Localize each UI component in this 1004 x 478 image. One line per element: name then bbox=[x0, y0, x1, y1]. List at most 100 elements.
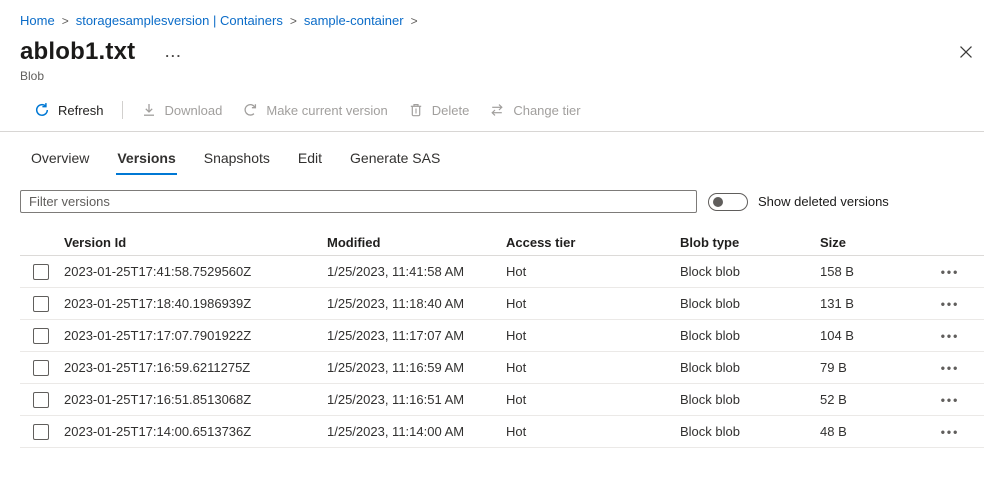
make-current-version-label: Make current version bbox=[266, 102, 388, 118]
column-header-modified[interactable]: Modified bbox=[327, 235, 381, 250]
column-header-version-id[interactable]: Version Id bbox=[64, 235, 127, 250]
cell-access-tier: Hot bbox=[506, 296, 527, 311]
tab-snapshots[interactable]: Snapshots bbox=[203, 144, 271, 175]
row-checkbox-cell bbox=[20, 327, 64, 344]
cell-blob-type: Block blob bbox=[680, 264, 740, 279]
breadcrumb-home[interactable]: Home bbox=[20, 13, 55, 28]
close-button[interactable] bbox=[956, 42, 976, 62]
cell-blob-type: Block blob bbox=[680, 424, 740, 439]
page-title: ablob1.txt bbox=[20, 38, 136, 65]
make-current-version-button[interactable]: Make current version bbox=[232, 98, 397, 122]
filter-versions-input[interactable] bbox=[20, 190, 697, 213]
show-deleted-versions-toggle[interactable] bbox=[708, 192, 748, 211]
title-row: ablob1.txt ... bbox=[20, 38, 984, 66]
refresh-label: Refresh bbox=[58, 102, 104, 118]
tab-label: Overview bbox=[31, 150, 90, 166]
cell-size: 48 B bbox=[820, 424, 847, 439]
show-deleted-versions-label: Show deleted versions bbox=[758, 194, 889, 209]
delete-label: Delete bbox=[431, 102, 470, 118]
download-label: Download bbox=[164, 102, 223, 118]
cell-size: 104 B bbox=[820, 328, 854, 343]
delete-button[interactable]: Delete bbox=[398, 98, 480, 122]
cell-access-tier: Hot bbox=[506, 392, 527, 407]
cell-modified: 1/25/2023, 11:14:00 AM bbox=[327, 424, 465, 439]
toolbar: Refresh Download Make current version bbox=[0, 98, 984, 132]
cell-version-id[interactable]: 2023-01-25T17:18:40.1986939Z bbox=[64, 296, 252, 311]
column-header-access-tier[interactable]: Access tier bbox=[506, 235, 576, 250]
cell-access-tier: Hot bbox=[506, 360, 527, 375]
breadcrumb-sample-container[interactable]: sample-container bbox=[303, 13, 404, 28]
row-checkbox-cell bbox=[20, 263, 64, 280]
toggle-knob-icon bbox=[713, 196, 723, 207]
breadcrumb-storage-containers[interactable]: storagesamplesversion | Containers bbox=[75, 13, 283, 28]
row-menu-button[interactable]: ••• bbox=[940, 425, 960, 438]
change-tier-icon bbox=[491, 104, 503, 116]
column-header-size[interactable]: Size bbox=[820, 235, 847, 250]
table-row: 2023-01-25T17:16:51.8513068Z 1/25/2023, … bbox=[20, 384, 984, 416]
row-menu-button[interactable]: ••• bbox=[940, 361, 960, 374]
cell-version-id[interactable]: 2023-01-25T17:14:00.6513736Z bbox=[64, 424, 252, 439]
filter-row: Show deleted versions bbox=[0, 190, 1004, 213]
cell-size: 131 B bbox=[820, 296, 854, 311]
cell-version-id[interactable]: 2023-01-25T17:16:51.8513068Z bbox=[64, 392, 252, 407]
cell-version-id[interactable]: 2023-01-25T17:41:58.7529560Z bbox=[64, 264, 252, 279]
table-row: 2023-01-25T17:14:00.6513736Z 1/25/2023, … bbox=[20, 416, 984, 448]
cell-blob-type: Block blob bbox=[680, 328, 740, 343]
table-row: 2023-01-25T17:18:40.1986939Z 1/25/2023, … bbox=[20, 288, 984, 320]
column-header-blob-type[interactable]: Blob type bbox=[680, 235, 740, 250]
row-checkbox[interactable] bbox=[33, 263, 49, 280]
title-more-menu-icon[interactable]: ... bbox=[165, 44, 183, 60]
breadcrumb-separator-icon: > bbox=[61, 13, 69, 28]
row-checkbox-cell bbox=[20, 391, 64, 408]
row-checkbox-cell bbox=[20, 359, 64, 376]
table-row: 2023-01-25T17:41:58.7529560Z 1/25/2023, … bbox=[20, 256, 984, 288]
cell-size: 52 B bbox=[820, 392, 847, 407]
refresh-button[interactable]: Refresh bbox=[24, 98, 114, 122]
row-menu-button[interactable]: ••• bbox=[940, 265, 960, 278]
row-menu-cell: ••• bbox=[930, 426, 984, 438]
cell-modified: 1/25/2023, 11:41:58 AM bbox=[327, 264, 465, 279]
change-tier-button[interactable]: Change tier bbox=[479, 98, 590, 122]
tab-edit[interactable]: Edit bbox=[297, 144, 323, 175]
row-checkbox[interactable] bbox=[33, 391, 49, 408]
download-button[interactable]: Download bbox=[131, 98, 233, 122]
row-checkbox[interactable] bbox=[33, 295, 49, 312]
versions-table: Version Id Modified Access tier Blob typ… bbox=[0, 230, 1004, 448]
cell-modified: 1/25/2023, 11:18:40 AM bbox=[327, 296, 465, 311]
cell-access-tier: Hot bbox=[506, 328, 527, 343]
close-icon bbox=[960, 46, 972, 58]
row-checkbox[interactable] bbox=[33, 359, 49, 376]
page-subtitle: Blob bbox=[20, 69, 45, 83]
cell-blob-type: Block blob bbox=[680, 360, 740, 375]
breadcrumb-separator-icon: > bbox=[410, 13, 418, 28]
row-menu-cell: ••• bbox=[930, 362, 984, 374]
cell-access-tier: Hot bbox=[506, 424, 527, 439]
tab-label: Versions bbox=[117, 150, 176, 166]
cell-modified: 1/25/2023, 11:16:51 AM bbox=[327, 392, 465, 407]
tab-overview[interactable]: Overview bbox=[30, 144, 90, 175]
cell-version-id[interactable]: 2023-01-25T17:16:59.6211275Z bbox=[64, 360, 251, 375]
row-checkbox[interactable] bbox=[33, 327, 49, 344]
cell-version-id[interactable]: 2023-01-25T17:17:07.7901922Z bbox=[64, 328, 252, 343]
download-icon bbox=[143, 104, 154, 116]
make-current-version-icon bbox=[244, 103, 257, 116]
change-tier-label: Change tier bbox=[513, 102, 581, 118]
table-row: 2023-01-25T17:16:59.6211275Z 1/25/2023, … bbox=[20, 352, 984, 384]
row-menu-button[interactable]: ••• bbox=[940, 393, 960, 406]
row-menu-button[interactable]: ••• bbox=[940, 297, 960, 310]
row-checkbox[interactable] bbox=[33, 423, 49, 440]
tab-label: Edit bbox=[297, 150, 323, 166]
tab-versions[interactable]: Versions bbox=[116, 144, 177, 175]
cell-modified: 1/25/2023, 11:16:59 AM bbox=[327, 360, 465, 375]
table-row: 2023-01-25T17:17:07.7901922Z 1/25/2023, … bbox=[20, 320, 984, 352]
refresh-icon bbox=[35, 103, 49, 116]
cell-size: 158 B bbox=[820, 264, 854, 279]
cell-modified: 1/25/2023, 11:17:07 AM bbox=[327, 328, 465, 343]
tab-generate-sas[interactable]: Generate SAS bbox=[349, 144, 441, 175]
row-checkbox-cell bbox=[20, 423, 64, 440]
tab-label: Generate SAS bbox=[350, 150, 441, 166]
cell-access-tier: Hot bbox=[506, 264, 527, 279]
row-menu-button[interactable]: ••• bbox=[940, 329, 960, 342]
versions-table-body: 2023-01-25T17:41:58.7529560Z 1/25/2023, … bbox=[20, 256, 1004, 448]
